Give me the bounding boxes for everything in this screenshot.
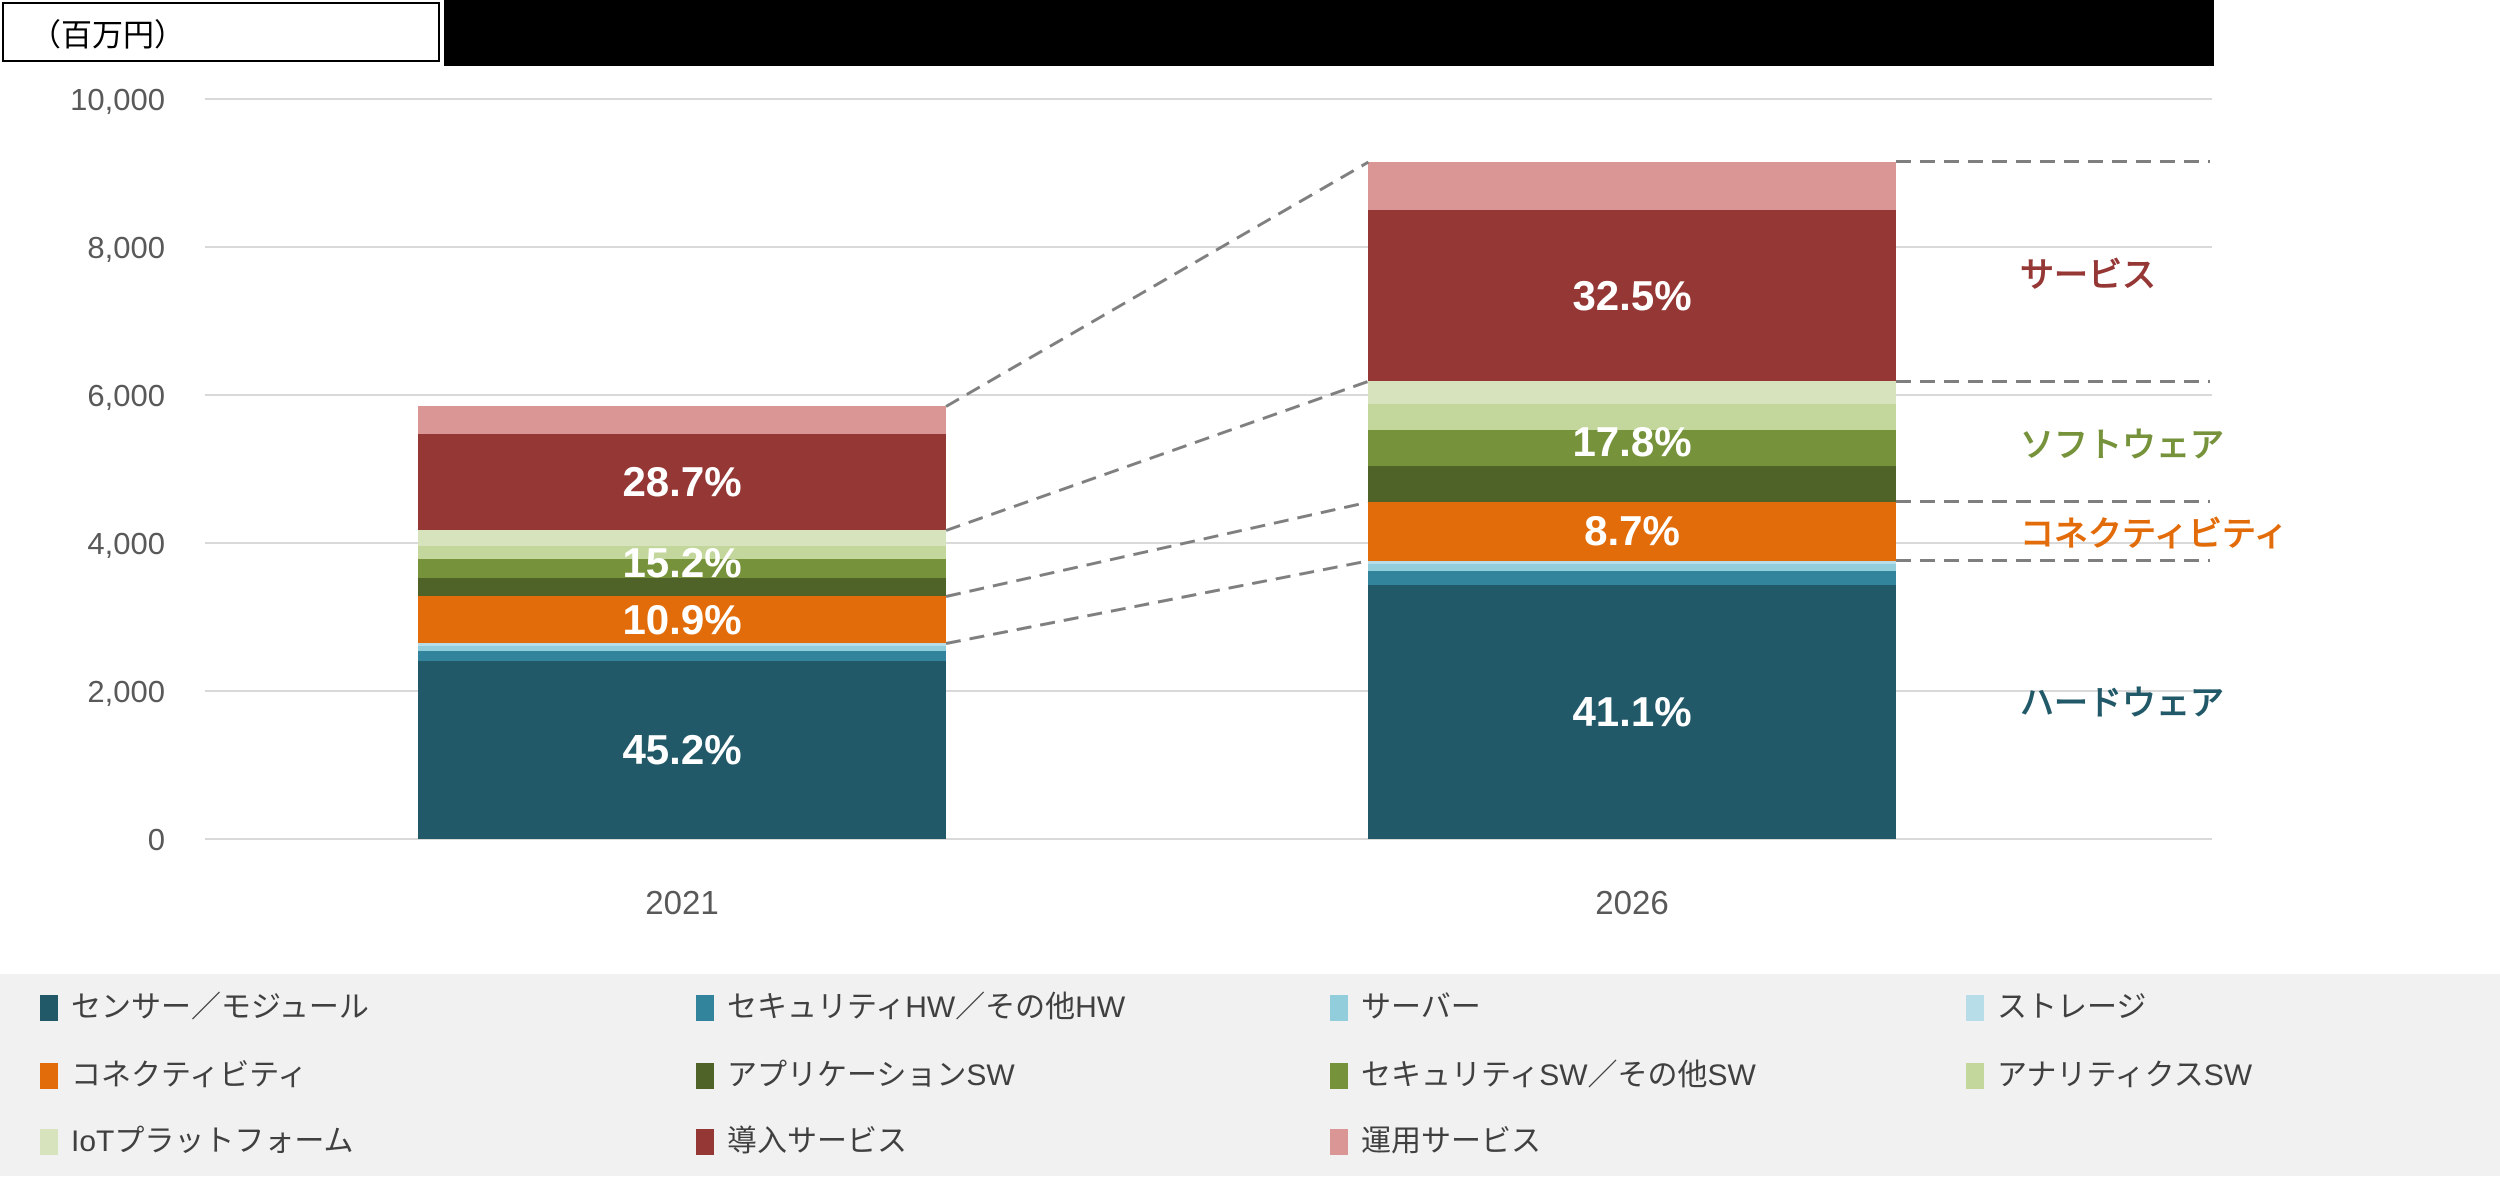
legend-item: 運用サービス xyxy=(1330,1125,1541,1159)
legend-swatch xyxy=(696,1129,714,1155)
legend-item: IoTプラットフォーム xyxy=(40,1125,353,1159)
group-boundary-dash xyxy=(1896,160,2210,164)
bar-segment xyxy=(418,577,946,597)
bar-segment xyxy=(418,661,946,839)
y-tick-label: 2,000 xyxy=(87,674,165,709)
gridline xyxy=(205,838,2212,840)
legend-label: サーバー xyxy=(1361,991,1481,1024)
group-connector-line xyxy=(945,559,1369,645)
legend-swatch xyxy=(696,1063,714,1089)
legend-label: セキュリティHW／その他HW xyxy=(727,991,1126,1024)
group-label-connectivity: コネクティビティ xyxy=(2020,515,2288,554)
group-percent-label: 8.7% xyxy=(1584,507,1680,555)
legend-item: 導入サービス xyxy=(696,1125,907,1159)
group-boundary-dash xyxy=(1896,500,2210,504)
bar-segment xyxy=(1368,403,1896,431)
group-percent-label: 10.9% xyxy=(622,595,742,643)
group-percent-label: 32.5% xyxy=(1572,271,1692,319)
unit-label-box: （百万円） xyxy=(2,2,440,62)
legend-swatch xyxy=(1330,995,1348,1021)
group-boundary-dash xyxy=(1896,559,2210,563)
legend-item: セキュリティSW／その他SW xyxy=(1330,1059,1756,1093)
legend-item: コネクティビティ xyxy=(40,1059,307,1093)
bar-segment xyxy=(418,643,946,646)
legend-item: サーバー xyxy=(1330,991,1481,1025)
group-percent-label: 17.8% xyxy=(1572,417,1692,465)
legend-label: IoTプラットフォーム xyxy=(71,1125,354,1158)
legend-swatch xyxy=(40,995,58,1021)
bar-segment xyxy=(1368,501,1896,561)
y-tick-label: 10,000 xyxy=(70,82,165,117)
bar-segment xyxy=(1368,210,1896,382)
bar-segment xyxy=(418,434,946,531)
group-percent-label: 15.2% xyxy=(622,539,742,587)
legend-label: コネクティビティ xyxy=(71,1059,308,1092)
legend-item: ストレージ xyxy=(1966,991,2146,1025)
bar-segment xyxy=(418,645,946,651)
group-label-hardware: ハードウェア xyxy=(2020,684,2224,723)
group-label-software: ソフトウェア xyxy=(2020,426,2224,465)
legend-swatch xyxy=(40,1063,58,1089)
group-boundary-dash xyxy=(1896,379,2210,383)
bar-segment xyxy=(1368,381,1896,404)
group-percent-label: 41.1% xyxy=(1572,687,1692,735)
bar-segment xyxy=(1368,584,1896,839)
bar-segment xyxy=(418,546,946,560)
bar-segment xyxy=(418,406,946,435)
bar-segment xyxy=(1368,161,1896,210)
legend-label: セキュリティSW／その他SW xyxy=(1361,1059,1756,1092)
legend-label: ストレージ xyxy=(1997,991,2147,1024)
legend-label: アナリティクスSW xyxy=(1997,1059,2253,1092)
bar-segment xyxy=(418,559,946,578)
bar-segment xyxy=(418,596,946,644)
y-tick-label: 8,000 xyxy=(87,230,165,265)
y-tick-label: 4,000 xyxy=(87,526,165,561)
x-tick-label: 2021 xyxy=(645,884,719,921)
legend-item: セキュリティHW／その他HW xyxy=(696,991,1125,1025)
redacted-title-bar xyxy=(444,0,2214,66)
gridline xyxy=(205,98,2212,100)
bar-segment xyxy=(418,650,946,662)
bar-segment xyxy=(1368,430,1896,467)
legend-label: 導入サービス xyxy=(727,1125,907,1158)
legend-item: アナリティクスSW xyxy=(1966,1059,2252,1093)
group-connector-line xyxy=(945,160,1369,408)
unit-label: （百万円） xyxy=(30,17,185,53)
legend-item: アプリケーションSW xyxy=(696,1059,1015,1093)
bar-segment xyxy=(418,530,946,547)
legend: センサー／モジュール セキュリティHW／その他HW サーバー ストレージコネクティビテ… xyxy=(0,974,2500,1176)
bar-segment xyxy=(1368,466,1896,502)
group-label-services: サービス xyxy=(2020,256,2156,295)
legend-label: 運用サービス xyxy=(1361,1125,1541,1158)
bar-segment xyxy=(1368,560,1896,564)
group-percent-label: 45.2% xyxy=(622,726,742,774)
group-percent-label: 28.7% xyxy=(622,458,742,506)
gridline xyxy=(205,394,2212,396)
group-connector-line xyxy=(945,379,1369,532)
gridline xyxy=(205,690,2212,692)
legend-swatch xyxy=(40,1129,58,1155)
legend-swatch xyxy=(1330,1129,1348,1155)
bar-segment xyxy=(1368,563,1896,572)
legend-label: アプリケーションSW xyxy=(727,1059,1015,1092)
group-connector-line xyxy=(945,500,1369,598)
gridline xyxy=(205,246,2212,248)
y-tick-label: 0 xyxy=(147,822,165,857)
bar-segment xyxy=(1368,571,1896,585)
legend-swatch xyxy=(1966,995,1984,1021)
legend-item: センサー／モジュール xyxy=(40,991,369,1025)
gridline xyxy=(205,542,2212,544)
legend-swatch xyxy=(696,995,714,1021)
legend-swatch xyxy=(1966,1063,1984,1089)
x-tick-label: 2026 xyxy=(1595,884,1669,921)
legend-label: センサー／モジュール xyxy=(71,991,369,1024)
legend-swatch xyxy=(1330,1063,1348,1089)
y-tick-label: 6,000 xyxy=(87,378,165,413)
